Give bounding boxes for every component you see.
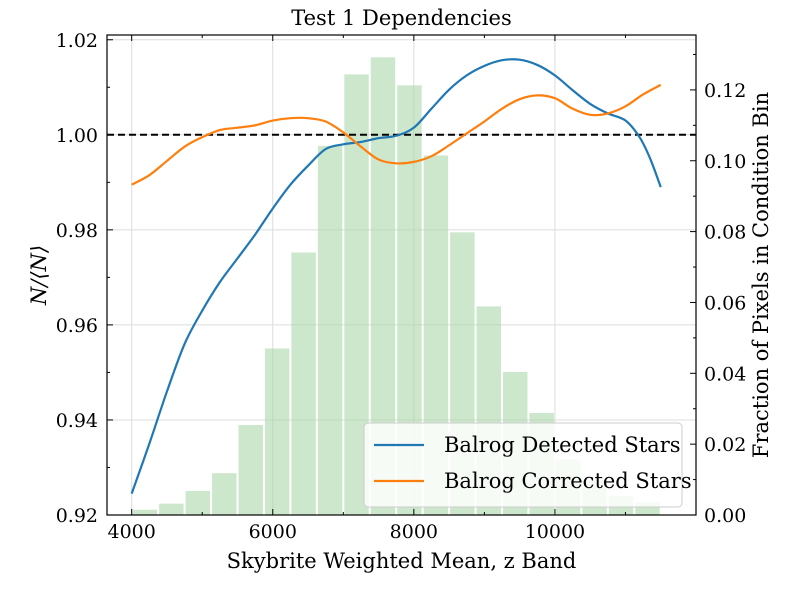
- y-right-tick-label-1: 0.02: [704, 434, 746, 456]
- x-tick-label-3: 10000: [525, 521, 585, 543]
- axis-ticks: 4000 6000 8000 10000 0.92 0.94 0.96 0.98 1.00 1.0…: [56, 30, 747, 543]
- legend-label-0: Balrog Detected Stars: [444, 433, 681, 457]
- legend-label-1: Balrog Corrected Stars: [444, 469, 692, 493]
- series-lines: [130, 58, 662, 494]
- y-tick-label-0: 0.92: [56, 505, 98, 527]
- y-right-tick-label-6: 0.12: [704, 80, 746, 102]
- x-tick-label-1: 6000: [249, 521, 297, 543]
- x-tick-label-0: 4000: [108, 521, 156, 543]
- series-line-1: [131, 83, 662, 186]
- y-right-tick-label-4: 0.08: [704, 222, 746, 244]
- histogram-bar-1: [159, 503, 184, 515]
- histogram-bar-3: [212, 473, 237, 515]
- histogram-bar-4: [238, 425, 263, 515]
- histogram: [132, 57, 660, 515]
- y-right-tick-label-5: 0.10: [704, 151, 746, 173]
- histogram-bar-5: [264, 348, 290, 515]
- series-line-0: [130, 58, 662, 494]
- plot-frame: [106, 34, 697, 516]
- y-right-tick-label-2: 0.04: [704, 363, 746, 385]
- legend-box: [363, 422, 683, 508]
- chart-title: Test 1 Dependencies: [291, 6, 511, 30]
- histogram-bar-7: [317, 145, 343, 515]
- y-tick-label-5: 1.02: [56, 30, 98, 52]
- histogram-bar-6: [291, 252, 316, 515]
- histogram-bar-0: [132, 509, 158, 515]
- y-right-axis-title: Fraction of Pixels in Condition Bin: [749, 92, 773, 458]
- legend: Balrog Detected Stars Balrog Corrected St…: [363, 422, 692, 508]
- y-tick-label-3: 0.98: [56, 220, 98, 242]
- y-right-tick-label-0: 0.00: [704, 505, 746, 527]
- y-tick-label-1: 0.94: [56, 410, 98, 432]
- x-axis-title: Skybrite Weighted Mean, z Band: [227, 549, 577, 573]
- x-tick-label-2: 8000: [390, 521, 438, 543]
- y-axis-title: N/⟨N⟩: [27, 245, 51, 306]
- y-tick-label-4: 1.00: [56, 125, 98, 147]
- histogram-bar-2: [185, 490, 211, 515]
- y-right-tick-label-3: 0.06: [704, 292, 746, 314]
- y-tick-label-2: 0.96: [56, 315, 98, 337]
